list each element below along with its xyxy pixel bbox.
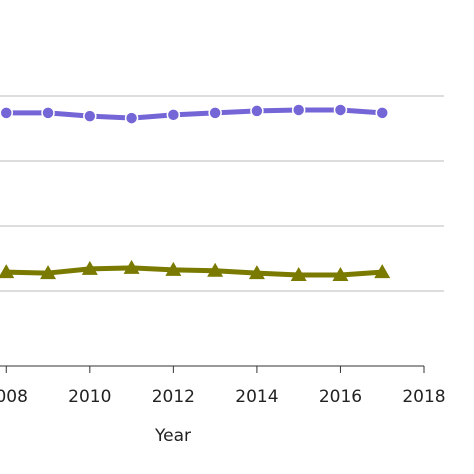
marker: [291, 103, 306, 117]
marker: [333, 103, 348, 117]
marker: [374, 264, 391, 279]
marker: [81, 260, 98, 275]
marker: [165, 261, 182, 276]
marker: [290, 267, 307, 282]
marker: [41, 106, 55, 120]
x-axis-label: Year: [154, 426, 191, 446]
marker: [208, 106, 222, 120]
series-line: [6, 265, 383, 278]
x-tick-label: 2010: [68, 387, 111, 407]
x-tick-label: 2016: [319, 387, 362, 407]
marker: [207, 262, 224, 277]
x-tick-label: 2008: [0, 387, 28, 407]
x-tick-label: 2012: [152, 387, 195, 407]
x-tick-label: 2018: [402, 387, 445, 407]
x-tick-label: 2014: [235, 387, 278, 407]
marker: [83, 109, 97, 123]
marker: [124, 111, 139, 125]
marker: [123, 259, 140, 274]
marker: [40, 265, 57, 280]
marker: [0, 106, 14, 120]
marker: [250, 104, 264, 118]
marker: [248, 265, 265, 280]
marker: [375, 106, 389, 120]
series-line: [6, 107, 383, 121]
marker: [332, 267, 349, 282]
marker: [166, 108, 181, 122]
marker: [0, 264, 15, 279]
